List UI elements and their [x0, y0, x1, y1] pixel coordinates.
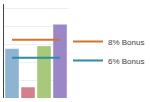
svg-text:8% Bonus: 8% Bonus	[108, 38, 144, 47]
svg-text:6% Bonus: 6% Bonus	[108, 57, 144, 66]
